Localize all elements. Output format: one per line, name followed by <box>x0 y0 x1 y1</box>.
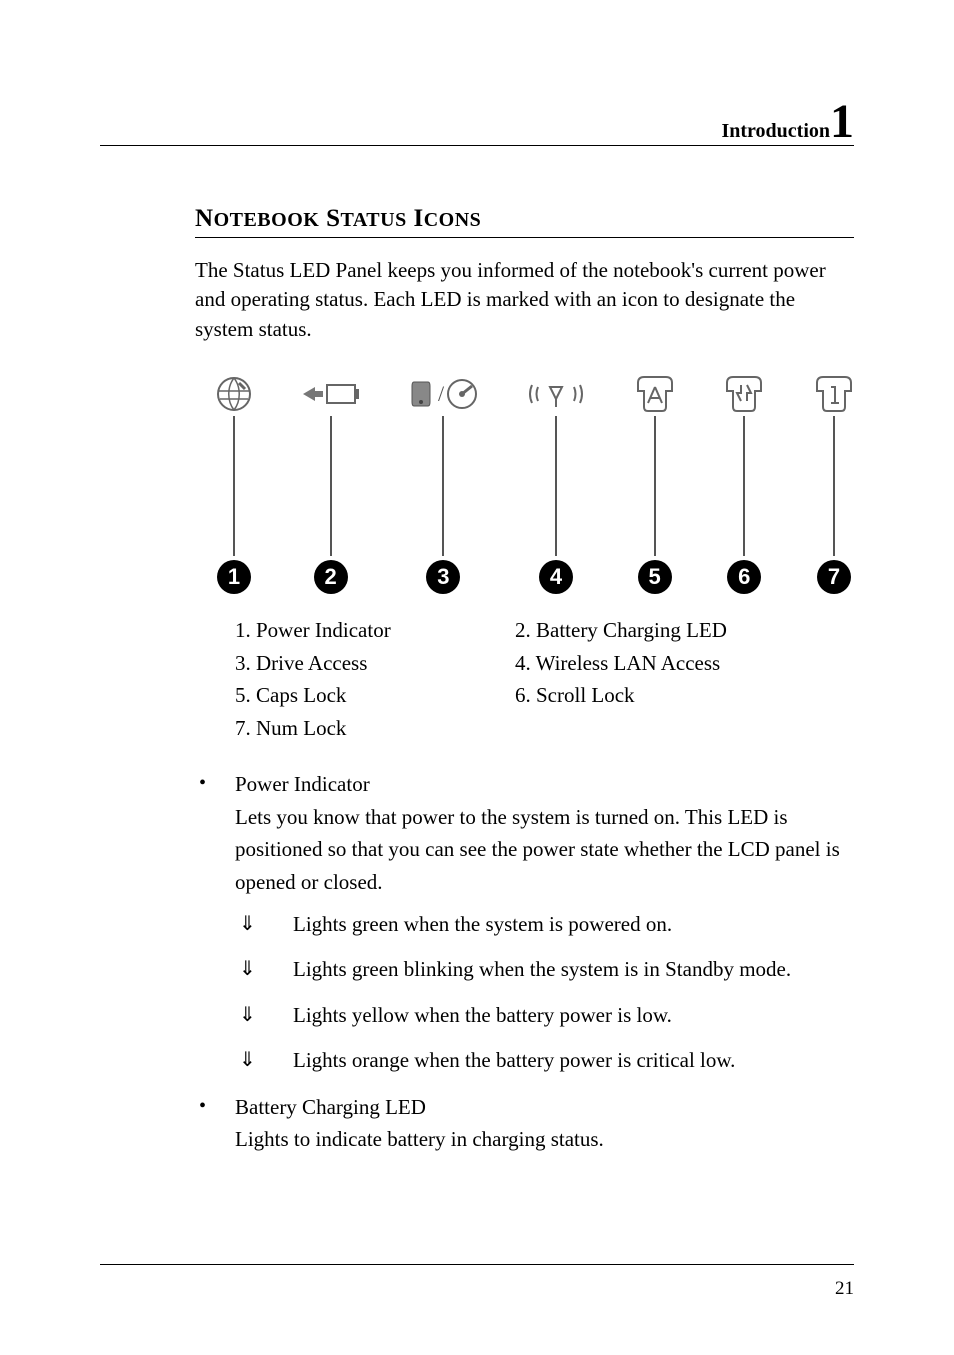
power-globe-icon <box>215 374 253 414</box>
description-list: Power Indicator Lets you know that power… <box>195 768 854 1155</box>
legend-cell: 4. Wireless LAN Access <box>515 647 720 680</box>
drive-disc-icon: / <box>408 374 478 414</box>
legend-cell: 6. Scroll Lock <box>515 679 635 712</box>
legend-row: 1. Power Indicator 2. Battery Charging L… <box>235 614 854 647</box>
diagram-stem <box>654 416 656 556</box>
diagram-column: 5 <box>634 374 676 594</box>
diagram-column: 2 <box>301 374 361 594</box>
diagram-number: 5 <box>638 560 672 594</box>
diagram-stem <box>833 416 835 556</box>
sub-list-item: ⇓ Lights orange when the battery power is… <box>235 1045 854 1077</box>
diagram-number: 4 <box>539 560 573 594</box>
sub-list-item: ⇓ Lights yellow when the battery power is… <box>235 1000 854 1032</box>
svg-text:/: / <box>438 381 445 406</box>
diagram-column: / 3 <box>408 374 478 594</box>
header-section-label: Introduction <box>721 120 830 142</box>
diagram-column: 1 <box>215 374 253 594</box>
bullet-title: Battery Charging LED <box>235 1091 854 1124</box>
diagram-number: 2 <box>314 560 348 594</box>
bullet-body: Lights to indicate battery in charging s… <box>235 1123 854 1156</box>
page: Introduction1 NOTEBOOK STATUS ICONS The … <box>0 0 954 1355</box>
legend-row: 5. Caps Lock 6. Scroll Lock <box>235 679 854 712</box>
diagram-column: 7 <box>813 374 855 594</box>
diagram-stem <box>233 416 235 556</box>
title-part: S <box>319 205 340 232</box>
title-part: I <box>407 205 424 232</box>
list-item: Power Indicator Lets you know that power… <box>195 768 854 1076</box>
arrow-icon: ⇓ <box>239 954 256 984</box>
sub-item-text: Lights yellow when the battery power is … <box>293 1003 672 1027</box>
sub-list: ⇓ Lights green when the system is powered… <box>235 909 854 1077</box>
arrow-icon: ⇓ <box>239 1000 256 1030</box>
legend-cell: 7. Num Lock <box>235 712 515 745</box>
arrow-icon: ⇓ <box>239 1045 256 1075</box>
num-lock-icon <box>813 374 855 414</box>
title-part: CONS <box>424 209 482 231</box>
scroll-lock-icon <box>723 374 765 414</box>
diagram-stem <box>330 416 332 556</box>
list-item: Battery Charging LED Lights to indicate … <box>195 1091 854 1156</box>
bullet-body: Lets you know that power to the system i… <box>235 801 854 899</box>
sub-list-item: ⇓ Lights green blinking when the system i… <box>235 954 854 986</box>
intro-paragraph: The Status LED Panel keeps you informed … <box>195 256 854 344</box>
bullet-title: Power Indicator <box>235 768 854 801</box>
status-icons-diagram: 1 2 / <box>215 374 855 594</box>
legend-cell: 1. Power Indicator <box>235 614 515 647</box>
diagram-stem <box>442 416 444 556</box>
diagram-stem <box>743 416 745 556</box>
header-chapter-number: 1 <box>830 95 854 148</box>
header-rule <box>100 145 854 146</box>
diagram-number: 7 <box>817 560 851 594</box>
title-part: N <box>195 205 214 232</box>
battery-charge-icon <box>301 374 361 414</box>
diagram-number: 3 <box>426 560 460 594</box>
legend-cell: 3. Drive Access <box>235 647 515 680</box>
section-title: NOTEBOOK STATUS ICONS <box>195 205 854 238</box>
arrow-icon: ⇓ <box>239 909 256 939</box>
diagram-column: 6 <box>723 374 765 594</box>
diagram-stem <box>555 416 557 556</box>
diagram-number: 1 <box>217 560 251 594</box>
caps-lock-icon <box>634 374 676 414</box>
title-part: OTEBOOK <box>214 209 320 231</box>
running-header: Introduction1 <box>721 98 854 146</box>
diagram-legend: 1. Power Indicator 2. Battery Charging L… <box>235 614 854 744</box>
sub-list-item: ⇓ Lights green when the system is powered… <box>235 909 854 941</box>
legend-cell: 5. Caps Lock <box>235 679 515 712</box>
legend-row: 3. Drive Access 4. Wireless LAN Access <box>235 647 854 680</box>
wireless-icon <box>526 374 586 414</box>
legend-cell: 2. Battery Charging LED <box>515 614 727 647</box>
diagram-column: 4 <box>526 374 586 594</box>
content-area: NOTEBOOK STATUS ICONS The Status LED Pan… <box>195 205 854 1156</box>
title-part: TATUS <box>340 209 406 231</box>
page-number: 21 <box>835 1278 854 1300</box>
diagram-number: 6 <box>727 560 761 594</box>
footer-rule <box>100 1264 854 1265</box>
sub-item-text: Lights green when the system is powered … <box>293 912 672 936</box>
sub-item-text: Lights orange when the battery power is … <box>293 1048 735 1072</box>
legend-row: 7. Num Lock <box>235 712 854 745</box>
sub-item-text: Lights green blinking when the system is… <box>293 957 791 981</box>
